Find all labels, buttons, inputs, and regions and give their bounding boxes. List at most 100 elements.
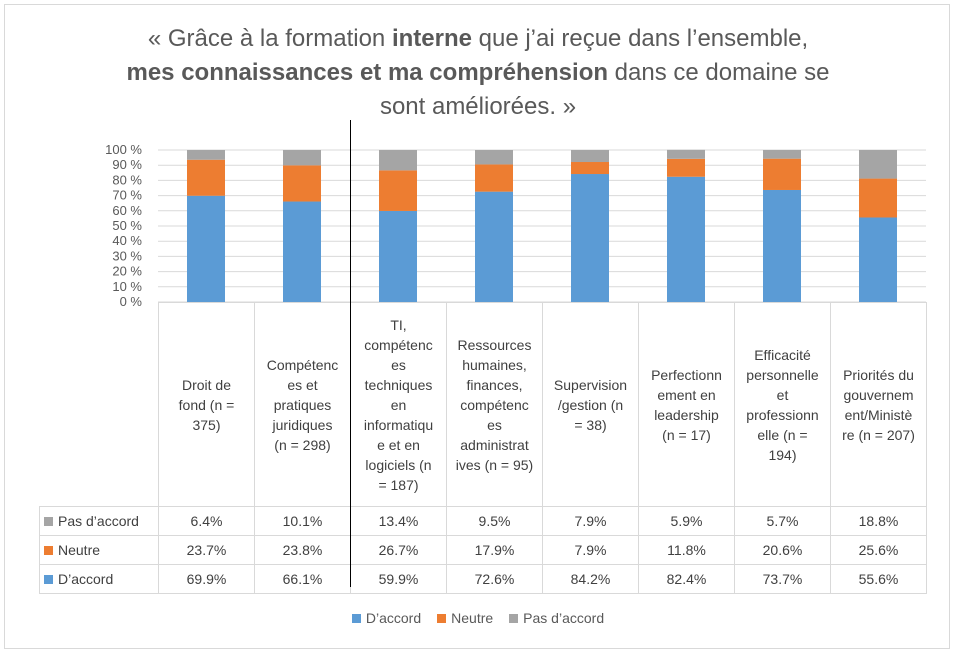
y-tick-label: 20 % (112, 264, 142, 279)
category-label: Perfectionn ement en leadership (n = 17) (638, 302, 735, 507)
bar-segment-neutre (475, 164, 513, 192)
category-label: Ressources humaines, finances, compétenc es a… (446, 302, 543, 507)
category-label: TI, compétenc es techniques en informatiqu e e… (350, 302, 447, 507)
category-row: Droit de fond (n = 375) Compétenc es et prati… (39, 302, 927, 507)
category-label-line: ives (n = 95) (455, 456, 534, 473)
data-value: 23.8% (254, 535, 351, 565)
table-row-label: Pas d’accord (39, 506, 159, 536)
category-label-line: /gestion (n (557, 396, 624, 413)
bar-segment-neutre (379, 170, 417, 211)
y-tick-label: 60 % (112, 203, 142, 218)
data-value: 13.4% (350, 506, 447, 536)
series-name: D’accord (58, 571, 114, 587)
category-label-line: elle (n = (757, 426, 808, 443)
category-label-line: Supervision (553, 376, 628, 393)
data-value: 7.9% (542, 535, 639, 565)
category-label-line: Priorités du (843, 366, 914, 383)
chart-title: « Grâce à la formation interne que j’ai … (100, 22, 856, 124)
series-name: Neutre (58, 542, 101, 558)
y-tick-label: 50 % (112, 218, 142, 233)
table-row-accord: D’accord 69.9% 66.1% 59.9% 72.6% 84.2% 82.4% 73… (39, 564, 927, 594)
data-value: 20.6% (734, 535, 831, 565)
title-line-2: mes connaissances et ma compréhension da… (126, 59, 830, 86)
y-tick-label: 70 % (112, 188, 142, 203)
legend-item: Neutre (437, 610, 493, 626)
category-label-line: es et (287, 376, 318, 393)
data-value: 26.7% (350, 535, 447, 565)
y-tick-label: 10 % (112, 279, 142, 294)
category-label-line: administrat (460, 436, 529, 453)
data-value: 5.7% (734, 506, 831, 536)
bar-segment-accord (667, 176, 705, 302)
category-label-line: logiciels (n (365, 456, 432, 473)
category-label-line: (n = 298) (274, 436, 331, 453)
category-label-line: informatiqu (363, 416, 434, 433)
data-value: 6.4% (158, 506, 255, 536)
bar-segment-accord (763, 189, 801, 302)
bar-segment-pas-accord (379, 150, 417, 171)
data-value: 25.6% (830, 535, 927, 565)
legend-swatch (509, 614, 519, 623)
category-label-line: compétenc (460, 396, 529, 413)
category-label-line: = 38) (574, 416, 607, 433)
bar-segment-pas-accord (667, 149, 705, 159)
category-label-line: juridiques (272, 416, 333, 433)
table-row-pas-accord: Pas d’accord 6.4% 10.1% 13.4% 9.5% 7.9% 5.9% 5.… (39, 506, 927, 536)
series-name: Pas d’accord (58, 513, 139, 529)
legend-item: D’accord (351, 610, 422, 626)
data-value: 10.1% (254, 506, 351, 536)
category-label-line: gouvernem (843, 386, 914, 403)
category-label: Compétenc es et pratiques juridiques (n = 29… (254, 302, 351, 507)
category-label-line: techniques (364, 376, 433, 393)
category-label-line: fond (n = (178, 396, 235, 413)
bar-segment-accord (475, 191, 513, 302)
data-value: 11.8% (638, 535, 735, 565)
y-tick-label: 30 % (112, 248, 142, 263)
data-value: 18.8% (830, 506, 927, 536)
bar-segment-pas-accord (475, 150, 513, 165)
category-label-line: es (391, 356, 406, 373)
stacked-bar-plot: 0 %10 %20 %30 %40 %50 %60 %70 %80 %90 %1… (105, 142, 926, 309)
y-tick-label: 100 % (105, 142, 142, 157)
category-label-line: professionn (746, 406, 819, 423)
data-value: 5.9% (638, 506, 735, 536)
data-value: 82.4% (638, 564, 735, 594)
bar-segment-neutre (763, 158, 801, 190)
legend-swatch (351, 614, 361, 623)
bar-segment-neutre (667, 158, 705, 177)
table-row-label: D’accord (39, 564, 159, 594)
category-label-line: et (776, 386, 789, 403)
category-label-line: humaines, (462, 356, 527, 373)
category-label-line: es (487, 416, 502, 433)
data-value: 59.9% (350, 564, 447, 594)
legend-swatch (44, 575, 53, 584)
category-label-line: Perfectionn (651, 366, 722, 383)
category-label-line: TI, (390, 316, 407, 333)
category-label: Droit de fond (n = 375) (158, 302, 255, 507)
category-label-line: ent/Ministè (844, 406, 913, 423)
y-tick-label: 80 % (112, 172, 142, 187)
table-corner (39, 302, 159, 507)
bar-segment-accord (187, 195, 225, 302)
category-label: Efficacité personnelle et professionn elle (… (734, 302, 831, 507)
legend-label: Neutre (451, 610, 494, 626)
legend-label: Pas d’accord (523, 610, 605, 626)
category-label-line: Droit de (181, 376, 232, 393)
category-label-line: e et en (377, 436, 420, 453)
data-table: Droit de fond (n = 375) Compétenc es et prati… (39, 302, 927, 594)
table-row-label: Neutre (39, 535, 159, 565)
bar-segment-accord (571, 174, 609, 302)
bar-segment-neutre (859, 178, 897, 218)
category-label-line: pratiques (273, 396, 332, 413)
legend-label: D’accord (365, 610, 422, 626)
category-label-line: re (n = 207) (842, 426, 915, 443)
bar-segment-accord (283, 201, 321, 302)
category-label-line: 194) (768, 446, 797, 463)
data-value: 73.7% (734, 564, 831, 594)
title-line-3: sont améliorées. » (379, 93, 577, 120)
legend-swatch (44, 546, 53, 555)
bar-segment-pas-accord (571, 150, 609, 163)
category-label-line: ement en (657, 386, 716, 403)
category-label-line: Ressources (457, 336, 532, 353)
category-label-line: personnelle (746, 366, 819, 383)
